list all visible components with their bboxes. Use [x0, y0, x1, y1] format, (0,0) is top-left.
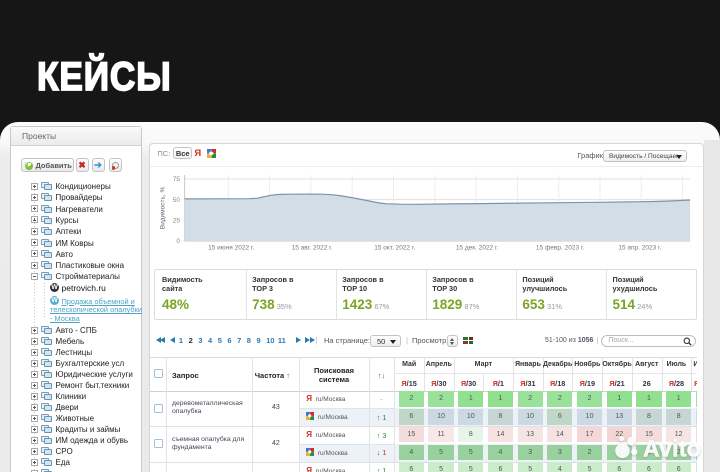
svg-text:15 окт. 2022 г.: 15 окт. 2022 г. — [375, 245, 416, 252]
svg-text:15 июня 2022 г.: 15 июня 2022 г. — [209, 245, 255, 252]
svg-text:Видимость, %: Видимость, % — [160, 187, 167, 230]
svg-text:Avito: Avito — [643, 436, 701, 462]
svg-text:15 февр. 2023 г.: 15 февр. 2023 г. — [536, 245, 585, 252]
svg-text:50: 50 — [173, 197, 181, 204]
svg-text:75: 75 — [173, 176, 181, 183]
svg-text:0: 0 — [177, 238, 181, 245]
svg-text:15 апр. 2023 г.: 15 апр. 2023 г. — [619, 245, 662, 252]
svg-text:15 дек. 2022 г.: 15 дек. 2022 г. — [456, 245, 499, 252]
svg-text:25: 25 — [173, 218, 181, 225]
svg-text:15 авг. 2022 г.: 15 авг. 2022 г. — [292, 245, 333, 252]
